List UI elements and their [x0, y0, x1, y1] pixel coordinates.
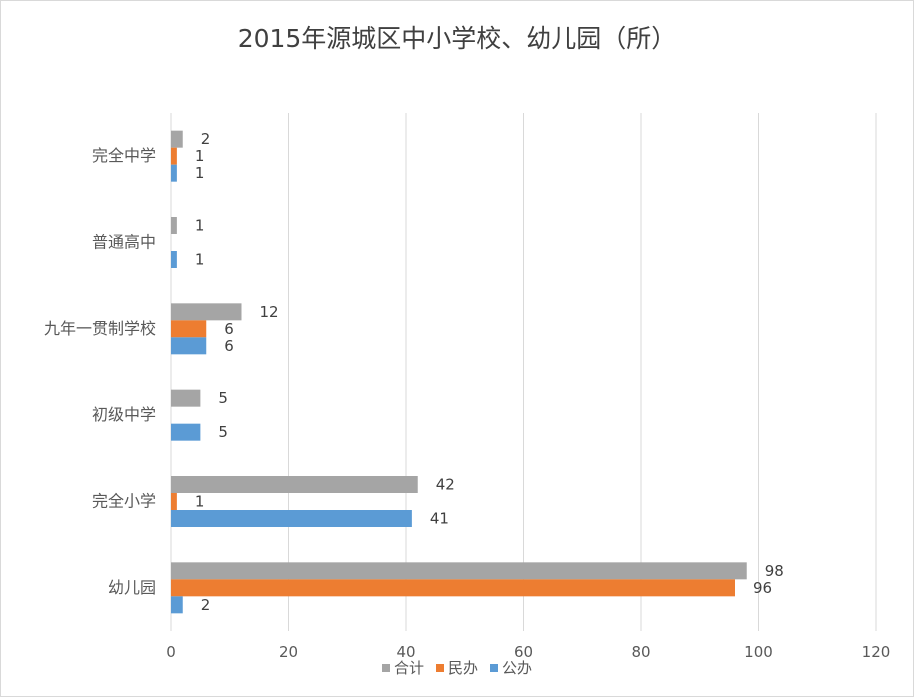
legend-swatch — [381, 663, 390, 672]
legend-label: 合计 — [393, 659, 424, 677]
bar — [171, 596, 183, 614]
bar — [171, 423, 201, 441]
legend-label: 民办 — [447, 659, 478, 677]
bar — [171, 130, 183, 148]
bar — [171, 147, 177, 165]
x-tick-label: 120 — [862, 643, 891, 661]
data-label: 12 — [260, 303, 279, 321]
x-tick-label: 0 — [166, 643, 176, 661]
bar — [171, 337, 207, 355]
data-label: 6 — [224, 337, 234, 355]
data-label: 5 — [218, 389, 228, 407]
x-tick-label: 60 — [514, 643, 533, 661]
data-label: 1 — [195, 147, 205, 165]
bar — [171, 251, 177, 268]
x-tick-label: 40 — [396, 643, 415, 661]
legend-item: 民办 — [435, 657, 478, 678]
legend-swatch — [490, 663, 498, 672]
legend: 合计 民办 公办 — [1, 657, 913, 678]
legend-item: 合计 — [381, 657, 424, 678]
bar — [171, 389, 201, 407]
category-label: 普通高中 — [92, 233, 156, 252]
category-label: 初级中学 — [92, 405, 156, 424]
data-label: 1 — [195, 493, 205, 511]
chart-title: 2015年源城区中小学校、幼儿园（所） — [237, 24, 677, 53]
legend-swatch — [435, 663, 444, 672]
data-label: 1 — [195, 251, 205, 269]
bar — [171, 303, 242, 321]
category-label: 九年一贯制学校 — [44, 319, 156, 338]
bar — [171, 164, 177, 182]
category-label: 完全中学 — [92, 146, 156, 165]
legend-item: 公办 — [490, 657, 532, 678]
x-tick-label: 20 — [279, 643, 298, 661]
data-label: 2 — [201, 596, 211, 614]
data-label: 96 — [753, 579, 772, 597]
bar — [171, 493, 177, 510]
data-label: 98 — [765, 562, 784, 580]
data-label: 5 — [218, 423, 228, 441]
bar — [171, 510, 412, 527]
data-label: 41 — [430, 510, 449, 528]
bar — [171, 476, 418, 493]
data-label: 42 — [436, 476, 455, 494]
bar — [171, 562, 747, 580]
bar — [171, 579, 735, 597]
bar — [171, 217, 177, 234]
bar — [171, 320, 207, 338]
data-label: 2 — [201, 130, 211, 148]
category-label: 幼儿园 — [108, 578, 156, 597]
category-label: 完全小学 — [92, 492, 156, 511]
x-tick-label: 80 — [631, 643, 650, 661]
legend-label: 公办 — [502, 659, 533, 677]
data-label: 6 — [224, 320, 234, 338]
x-tick-label: 100 — [744, 643, 773, 661]
data-label: 1 — [195, 217, 205, 235]
data-label: 1 — [195, 164, 205, 182]
